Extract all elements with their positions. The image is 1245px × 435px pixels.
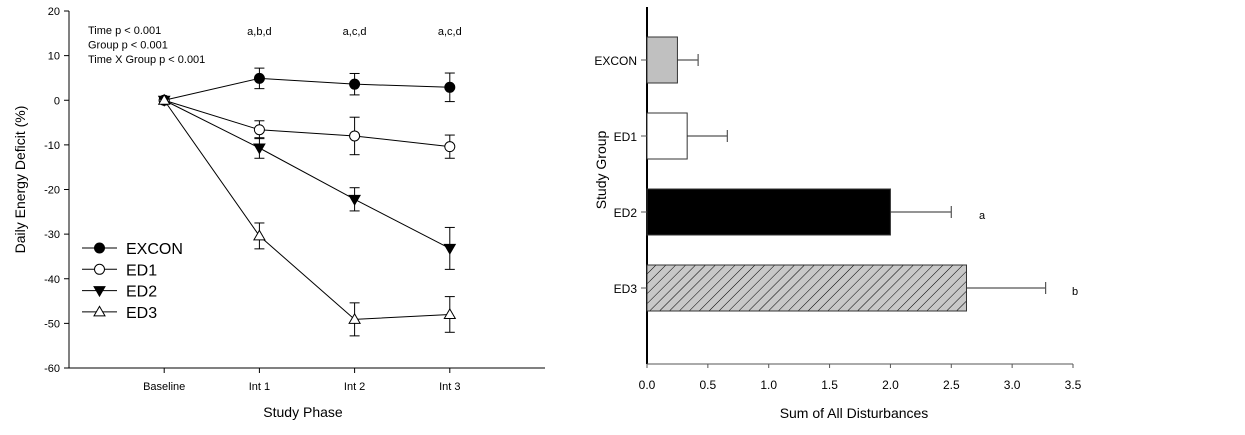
y-tick-label: ED3 bbox=[614, 282, 638, 296]
data-point bbox=[348, 312, 361, 324]
y-tick-label: 20 bbox=[48, 6, 60, 18]
y-tick-label: EXCON bbox=[594, 54, 637, 68]
x-tick-label: Int 3 bbox=[439, 381, 460, 393]
significance-label: b bbox=[1072, 286, 1078, 298]
x-tick-label: 3.0 bbox=[1004, 378, 1021, 392]
significance-label: a,b,d bbox=[247, 26, 271, 38]
x-tick-label: Baseline bbox=[143, 381, 185, 393]
stats-annotation: Time X Group p < 0.001 bbox=[88, 54, 205, 66]
data-point bbox=[349, 130, 361, 142]
y-axis-title: Daily Energy Deficit (%) bbox=[12, 106, 28, 254]
series-line bbox=[164, 99, 450, 148]
legend-label: ED3 bbox=[126, 305, 157, 322]
x-axis-title: Study Phase bbox=[263, 404, 343, 420]
legend-marker bbox=[93, 286, 106, 298]
legend-marker bbox=[94, 263, 105, 275]
significance-label: a,c,d bbox=[343, 26, 367, 38]
significance-label: a,c,d bbox=[438, 26, 462, 38]
legend-marker bbox=[94, 242, 105, 254]
significance-label: a bbox=[979, 210, 986, 222]
data-point bbox=[444, 81, 456, 93]
y-tick-label: -30 bbox=[44, 229, 60, 241]
series-line bbox=[163, 99, 451, 249]
y-axis-title: Study Group bbox=[593, 130, 609, 209]
data-point bbox=[253, 124, 265, 136]
data-point bbox=[253, 143, 266, 155]
x-tick-label: 1.0 bbox=[760, 378, 777, 392]
bar-ed1 bbox=[646, 112, 688, 160]
x-axis-title: Sum of All Disturbances bbox=[780, 405, 929, 421]
y-tick-label: 10 bbox=[48, 51, 60, 63]
x-tick-label: Int 1 bbox=[249, 381, 270, 393]
x-tick-label: 0.0 bbox=[639, 378, 656, 392]
data-point bbox=[348, 194, 361, 206]
x-tick-label: 1.5 bbox=[821, 378, 838, 392]
x-tick-label: 2.5 bbox=[943, 378, 960, 392]
stats-annotation: Time p < 0.001 bbox=[88, 25, 161, 37]
series-ed3 bbox=[157, 93, 457, 337]
y-tick-label: -60 bbox=[44, 363, 60, 375]
bar-excon bbox=[646, 36, 678, 84]
y-tick-label: -40 bbox=[44, 274, 60, 286]
bar-chart: 0.0 0.5 1.0 1.5 2.0 2.5 3.0 3.5 Sum of All Distu… bbox=[593, 7, 1082, 421]
x-tick-label: Int 2 bbox=[344, 381, 365, 393]
series-ed2 bbox=[157, 95, 457, 270]
bar-ed3 bbox=[646, 264, 967, 312]
y-tick-label: -50 bbox=[44, 318, 60, 330]
x-tick-label: 3.5 bbox=[1065, 378, 1082, 392]
data-point bbox=[444, 141, 456, 153]
series-line bbox=[163, 99, 450, 320]
legend-marker bbox=[93, 305, 106, 317]
stats-annotation: Group p < 0.001 bbox=[88, 40, 168, 52]
bar-ed2 bbox=[646, 188, 891, 236]
data-point bbox=[349, 78, 361, 90]
x-tick-label: 2.0 bbox=[882, 378, 899, 392]
y-tick-label: 0 bbox=[54, 95, 60, 107]
data-point bbox=[443, 243, 457, 255]
legend-label: ED2 bbox=[126, 284, 157, 301]
data-point bbox=[253, 229, 266, 241]
series-ed1 bbox=[158, 94, 456, 159]
line-chart: 20 10 0 -10 -20 -30 -40 -50 -60 Baseline Int 1 a,b,… bbox=[12, 6, 545, 420]
x-tick-label: 0.5 bbox=[700, 378, 717, 392]
series-line bbox=[164, 77, 450, 101]
y-tick-label: ED2 bbox=[614, 206, 638, 220]
data-point bbox=[443, 307, 457, 319]
data-point bbox=[157, 93, 171, 105]
data-point bbox=[253, 72, 265, 84]
series-excon bbox=[158, 67, 456, 106]
legend-label: EXCON bbox=[126, 241, 183, 258]
y-tick-label: -10 bbox=[44, 140, 60, 152]
y-tick-label: -20 bbox=[44, 185, 60, 197]
legend-label: ED1 bbox=[126, 262, 157, 279]
y-tick-label: ED1 bbox=[614, 130, 638, 144]
